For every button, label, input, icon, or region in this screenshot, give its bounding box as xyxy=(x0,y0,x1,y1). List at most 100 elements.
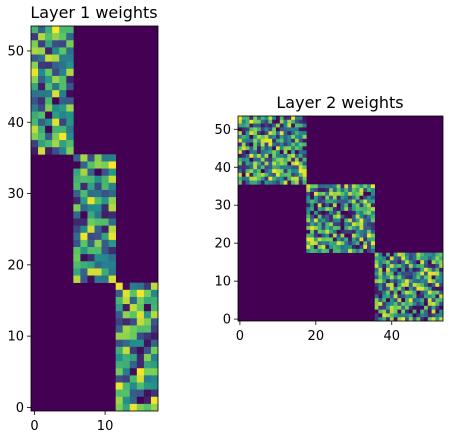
heatmap-cell xyxy=(291,116,296,121)
heatmap-cell xyxy=(272,169,277,174)
heatmap-cell xyxy=(374,298,379,303)
heatmap-cell xyxy=(351,207,356,212)
heatmap-cell xyxy=(397,302,402,307)
heatmap-cell xyxy=(310,218,315,223)
heatmap-cell xyxy=(52,68,60,77)
heatmap-cell xyxy=(122,389,131,398)
heatmap-cell xyxy=(397,298,402,303)
heatmap-cell xyxy=(374,290,379,295)
heatmap-cell xyxy=(94,247,102,255)
heatmap-cell xyxy=(393,309,398,314)
heatmap-cell xyxy=(66,75,74,84)
heatmap-cell xyxy=(87,232,95,241)
heatmap-cell xyxy=(412,313,417,318)
heatmap-cell xyxy=(31,118,39,127)
heatmap-cell xyxy=(336,191,341,197)
heatmap-cell xyxy=(94,261,102,269)
heatmap-cell xyxy=(427,256,432,261)
heatmap-cell xyxy=(336,195,341,200)
heatmap-cell xyxy=(306,214,311,219)
heatmap-cell xyxy=(291,153,296,159)
heatmap-cell xyxy=(268,157,273,162)
heatmap-cell xyxy=(59,33,67,41)
heatmap-cell xyxy=(393,260,398,265)
heatmap-cell xyxy=(283,172,288,178)
heatmap-cell xyxy=(38,118,46,127)
heatmap-cell xyxy=(306,199,311,204)
heatmap-cell xyxy=(378,275,383,280)
heatmap-cell xyxy=(101,204,109,212)
heatmap-cell xyxy=(59,61,67,70)
heatmap-cell xyxy=(397,283,402,288)
heatmap-cell xyxy=(101,247,109,255)
heatmap-cell xyxy=(348,184,353,189)
heatmap-cell xyxy=(122,375,131,383)
heatmap-cell xyxy=(302,146,307,151)
heatmap-cell xyxy=(143,289,152,298)
heatmap-cell xyxy=(306,203,311,208)
heatmap-cell xyxy=(80,254,88,262)
heatmap-cell xyxy=(260,116,265,121)
heatmap-cell xyxy=(66,90,74,98)
heatmap-cell xyxy=(268,146,273,151)
heatmap-cell xyxy=(431,283,436,288)
heatmap-cell xyxy=(416,302,421,307)
heatmap-cell xyxy=(344,203,349,208)
heatmap-cell xyxy=(378,271,383,276)
heatmap-cell xyxy=(150,289,159,298)
heatmap-cell xyxy=(260,165,265,170)
heatmap-cell xyxy=(143,311,152,319)
heatmap-cell xyxy=(435,256,440,261)
heatmap-cell xyxy=(294,153,300,159)
heatmap-cell xyxy=(101,197,109,205)
heatmap-cell xyxy=(260,127,265,132)
heatmap-cell xyxy=(59,104,67,112)
heatmap-cell xyxy=(389,317,394,322)
heatmap-cell xyxy=(363,241,368,246)
heatmap-cell xyxy=(389,294,394,299)
heatmap-cell xyxy=(325,199,330,204)
heatmap-cell xyxy=(287,157,292,162)
heatmap-cell xyxy=(336,214,341,219)
heatmap-cell xyxy=(66,132,74,141)
heatmap-cell xyxy=(370,195,375,200)
heatmap-cell xyxy=(101,154,109,162)
heatmap-cell xyxy=(306,245,311,250)
heatmap-cell xyxy=(253,119,258,124)
heatmap-cell xyxy=(393,313,398,318)
heatmap-cell xyxy=(245,123,250,128)
heatmap-cell xyxy=(45,111,53,119)
heatmap-cell xyxy=(279,161,284,166)
heatmap-cell xyxy=(256,161,262,166)
heatmap-cell xyxy=(294,180,300,185)
heatmap-cell xyxy=(256,165,262,170)
heatmap-cell xyxy=(329,237,334,242)
heatmap-cell xyxy=(427,260,432,265)
heatmap-cell xyxy=(279,134,284,140)
heatmap-cell xyxy=(136,332,145,340)
heatmap-cell xyxy=(306,191,311,197)
heatmap-cell xyxy=(397,264,402,269)
heatmap-cell xyxy=(52,40,60,48)
heatmap-cell xyxy=(253,146,258,151)
heatmap-cell xyxy=(294,127,300,132)
heatmap-cell xyxy=(87,168,95,177)
heatmap-cell xyxy=(122,311,131,319)
heatmap-cell xyxy=(256,146,262,151)
heatmap-cell xyxy=(129,332,138,340)
heatmap-cell xyxy=(260,134,265,140)
heatmap-cell xyxy=(382,317,387,322)
heatmap-cell xyxy=(389,275,394,280)
heatmap-cell xyxy=(115,282,124,291)
heatmap-cell xyxy=(59,75,67,84)
heatmap-cell xyxy=(256,134,262,140)
heatmap-cell xyxy=(348,226,353,231)
heatmap-cell xyxy=(59,147,67,155)
heatmap-cell xyxy=(313,237,319,242)
heatmap-cell xyxy=(143,332,152,340)
heatmap-cell xyxy=(238,131,243,136)
heatmap-cell xyxy=(302,150,307,155)
heatmap-cell xyxy=(136,389,145,398)
heatmap-cell xyxy=(260,176,265,181)
heatmap-cell xyxy=(52,83,60,91)
